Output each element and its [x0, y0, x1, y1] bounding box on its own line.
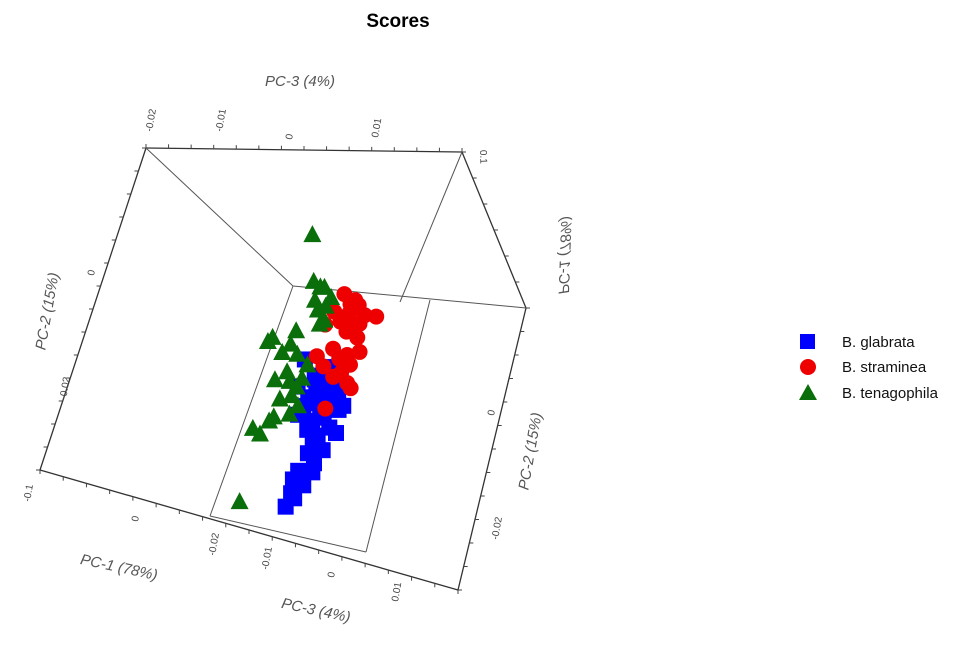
data-point-square — [314, 442, 331, 459]
tick-label: -0.1 — [22, 483, 36, 502]
data-point-circle — [308, 348, 325, 365]
pc3-top-axis-label: PC-3 (4%) — [265, 73, 335, 90]
data-point-square — [277, 498, 294, 515]
data-point-circle — [368, 308, 385, 325]
legend-triangle-icon — [799, 384, 817, 400]
data-point-triangle — [287, 321, 306, 339]
data-point-triangle — [278, 362, 297, 380]
data-point-square — [328, 425, 344, 442]
legend: B. glabrata B. straminea B. tenagophila — [799, 334, 939, 402]
data-point-square — [335, 397, 352, 414]
data-point-triangle — [270, 389, 289, 407]
data-point-triangle — [315, 277, 334, 295]
data-point-triangle — [281, 334, 300, 352]
pc2-left-axis-label: PC-2 (15%) — [32, 271, 62, 351]
data-point-triangle — [322, 288, 341, 306]
data-point-triangle — [282, 386, 301, 404]
data-point-triangle — [263, 327, 282, 345]
tick-label: -0.01 — [214, 108, 229, 133]
data-point-circle — [342, 380, 359, 397]
data-point-circle — [317, 400, 334, 417]
box-inner-vertical-right — [365, 299, 431, 553]
data-point-triangle — [303, 225, 322, 243]
tick-label: -0.02 — [207, 532, 222, 557]
data-point-triangle — [298, 355, 317, 373]
tick-label: 0.01 — [370, 117, 384, 139]
data-point-triangle — [288, 344, 307, 362]
tick-label: -0.02 — [144, 108, 159, 133]
tick-label: 0.1 — [477, 150, 488, 165]
data-point-square — [283, 485, 300, 502]
data-point-triangle — [315, 310, 334, 328]
data-point-triangle — [287, 377, 306, 395]
data-point-square — [295, 477, 312, 494]
pc3-bottom-axis-label: PC-3 (4%) — [280, 595, 352, 626]
legend-circle-icon — [800, 359, 816, 375]
tick-label: 0 — [284, 133, 296, 141]
data-point-triangle — [316, 296, 335, 314]
data-point-triangle — [280, 404, 299, 422]
data-point-triangle — [243, 418, 262, 436]
legend-label: B. tenagophila — [842, 385, 939, 402]
tick-label: 0 — [326, 571, 338, 579]
tick-label: 0 — [486, 409, 498, 417]
legend-label: B. straminea — [842, 359, 927, 376]
box-inner-bottom — [209, 515, 367, 553]
tick-label: 0 — [130, 515, 142, 523]
pc1-axis-label: PC-1 (78%) — [79, 551, 159, 584]
data-point-triangle — [293, 368, 311, 386]
data-point-circle — [349, 329, 366, 346]
data-point-triangle — [288, 396, 307, 414]
data-point-circle — [351, 315, 368, 332]
tick-label: -0.02 — [58, 376, 73, 401]
data-point-triangle — [305, 290, 324, 308]
tick-label: 0.01 — [390, 581, 404, 603]
data-point-triangle — [265, 370, 284, 388]
legend-label: B. glabrata — [842, 334, 915, 351]
chart-title: Scores — [366, 11, 429, 32]
legend-square-icon — [800, 334, 815, 349]
pc2-right-axis-label: PC-2 (15%) — [515, 411, 545, 491]
box-inner-right-slant — [399, 151, 463, 303]
tick-label: 0 — [86, 269, 98, 277]
plot-box-frame — [39, 147, 527, 591]
data-points — [230, 225, 385, 515]
tick-label: -0.02 — [490, 516, 505, 541]
box-inner-diagonal — [145, 147, 294, 287]
tick-label: -0.01 — [260, 546, 275, 571]
data-point-square — [304, 464, 321, 481]
box-inner-vertical-left — [209, 285, 294, 517]
data-point-circle — [341, 305, 358, 322]
data-point-triangle — [260, 411, 279, 429]
data-point-circle — [351, 343, 368, 360]
pc1-right-axis-label: PC-1 (78%) — [555, 216, 575, 295]
data-point-triangle — [230, 492, 249, 510]
tick-marks — [36, 144, 530, 594]
